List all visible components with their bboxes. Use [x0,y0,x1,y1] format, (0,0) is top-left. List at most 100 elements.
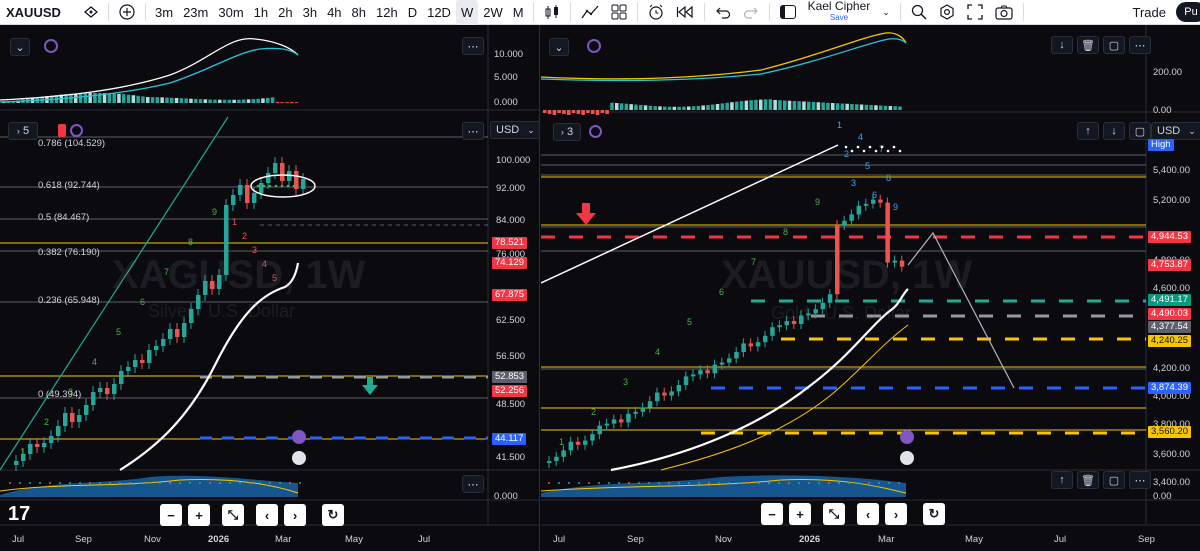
fib-level-label: 0.5 (84.467) [38,212,90,223]
more-menu-icon[interactable]: ⋯ [1129,36,1151,54]
event-icon [292,430,306,444]
chevron-down-icon[interactable]: ⌄ [882,6,890,17]
more-menu-icon[interactable]: ⋯ [1129,471,1151,489]
macd-histogram-bar [160,97,164,103]
fullscreen-icon[interactable] [961,0,989,25]
symbol-search[interactable]: XAUUSD [0,0,78,25]
indicators-collapse-button[interactable]: › 3 [553,123,581,141]
oscillator-dot [69,482,71,484]
zoom-in-button[interactable]: + [188,504,210,526]
timeframe-2h[interactable]: 2h [278,4,293,20]
undo-icon[interactable] [709,0,737,25]
timeframe-12h[interactable]: 12h [376,4,398,20]
layout-name-button[interactable]: Kael Cipher Save [802,0,877,25]
scroll-right-button[interactable]: › [885,503,907,525]
candle-body [827,294,833,303]
oscillator-area [0,475,298,497]
layouts-grid-icon[interactable] [605,0,633,25]
macd-histogram-bar [270,97,275,103]
collapse-chevron-icon[interactable]: ⌄ [549,38,569,56]
search-icon[interactable] [905,0,933,25]
move-up-icon[interactable]: ↑ [1051,471,1073,489]
maximize-icon[interactable]: ▢ [1103,471,1125,489]
timeframe-3m[interactable]: 3m [155,4,174,20]
oscillator-dot [189,482,191,484]
layout-panel-icon[interactable] [774,0,802,25]
timeframe-23m[interactable]: 23m [183,4,209,20]
currency-select[interactable]: USD ⌄ [1151,122,1200,140]
timeframe-2w[interactable]: 2W [483,4,503,20]
timeframe-4h[interactable]: 4h [327,4,342,20]
macd-histogram-bar [203,99,208,103]
macd-histogram-bar [275,101,280,103]
zoom-out-button[interactable]: − [160,504,182,526]
macd-histogram-bar [543,110,547,113]
maximize-icon[interactable]: ▢ [1103,36,1125,54]
macd-histogram-bar [174,97,179,103]
timeframe-12d[interactable]: 12D [427,4,451,20]
gear-icon[interactable] [933,0,961,25]
currency-select[interactable]: USD ⌄ [490,121,539,139]
macd-histogram-bar [759,99,763,110]
delete-icon[interactable]: 🗑 [1077,36,1099,54]
macd-histogram-bar [595,110,600,115]
zoom-out-button[interactable]: − [761,503,783,525]
timeframe-w[interactable]: W [455,0,479,25]
sequential-count-label: 7 [164,267,169,277]
projection-path [907,231,1015,389]
move-down-icon[interactable]: ↓ [1103,122,1125,140]
redo-icon[interactable] [737,0,765,25]
scroll-left-button[interactable]: ‹ [857,503,879,525]
candles-type-icon[interactable] [538,0,566,25]
timeframe-1h[interactable]: 1h [253,4,269,20]
trade-button[interactable]: Trade [1123,0,1176,25]
scroll-left-button[interactable]: ‹ [256,504,278,526]
move-up-icon[interactable]: ↑ [1077,122,1099,140]
timeframe-8h[interactable]: 8h [351,4,366,20]
maximize-icon[interactable]: ▢ [1129,122,1151,140]
replay-icon[interactable] [670,0,700,25]
flag-event-icon [900,451,914,465]
gold-chart-canvas[interactable]: 1 2 3 4 5 6 7 8 9 1 2 3 4 5 6 7 8 9 [541,25,1200,551]
timeframe-3h[interactable]: 3h [302,4,318,20]
macd-histogram-bar [763,99,768,110]
reset-scale-button[interactable]: ⤡ [823,503,845,525]
more-menu-icon[interactable]: ⋯ [462,37,484,55]
collapse-chevron-icon[interactable]: ⌄ [10,38,30,56]
more-menu-icon[interactable]: ⋯ [462,122,484,140]
sequential-count-label: 1 [20,447,25,457]
oscillator-dot [808,482,810,484]
moving-average-line [610,288,909,472]
reset-chart-button[interactable]: ↻ [322,504,344,526]
timeframe-d[interactable]: D [407,4,418,20]
macd-axis-label: 200.00 [1153,67,1183,78]
more-menu-icon[interactable]: ⋯ [462,475,484,493]
alert-icon[interactable] [78,0,104,25]
alarm-clock-icon[interactable] [642,0,670,25]
camera-icon[interactable] [989,0,1019,25]
publish-button[interactable]: Pu [1176,2,1200,22]
currency-value: USD [1157,125,1181,137]
indicators-icon[interactable] [575,0,605,25]
compare-plus-icon[interactable] [113,0,141,25]
sequential-count-label: 3 [623,377,628,387]
macd-histogram-bar [821,102,825,110]
red-down-arrow [576,203,596,225]
reset-scale-button[interactable]: ⤡ [222,504,244,526]
macd-histogram-bar [208,99,212,103]
indicators-collapse-button[interactable]: › 5 [8,122,38,140]
zoom-in-button[interactable]: + [789,503,811,525]
scroll-right-button[interactable]: › [284,504,306,526]
delete-icon[interactable]: 🗑 [1077,471,1099,489]
macd-histogram-bar [218,99,222,103]
timeframe-30m[interactable]: 30m [218,4,244,20]
macd-histogram-bar [840,103,845,110]
sequential-count-label: 8 [783,227,788,237]
move-down-icon[interactable]: ↓ [1051,36,1073,54]
timeframe-m[interactable]: M [512,4,524,20]
macd-histogram-bar [672,106,677,110]
reset-chart-button[interactable]: ↻ [923,503,945,525]
